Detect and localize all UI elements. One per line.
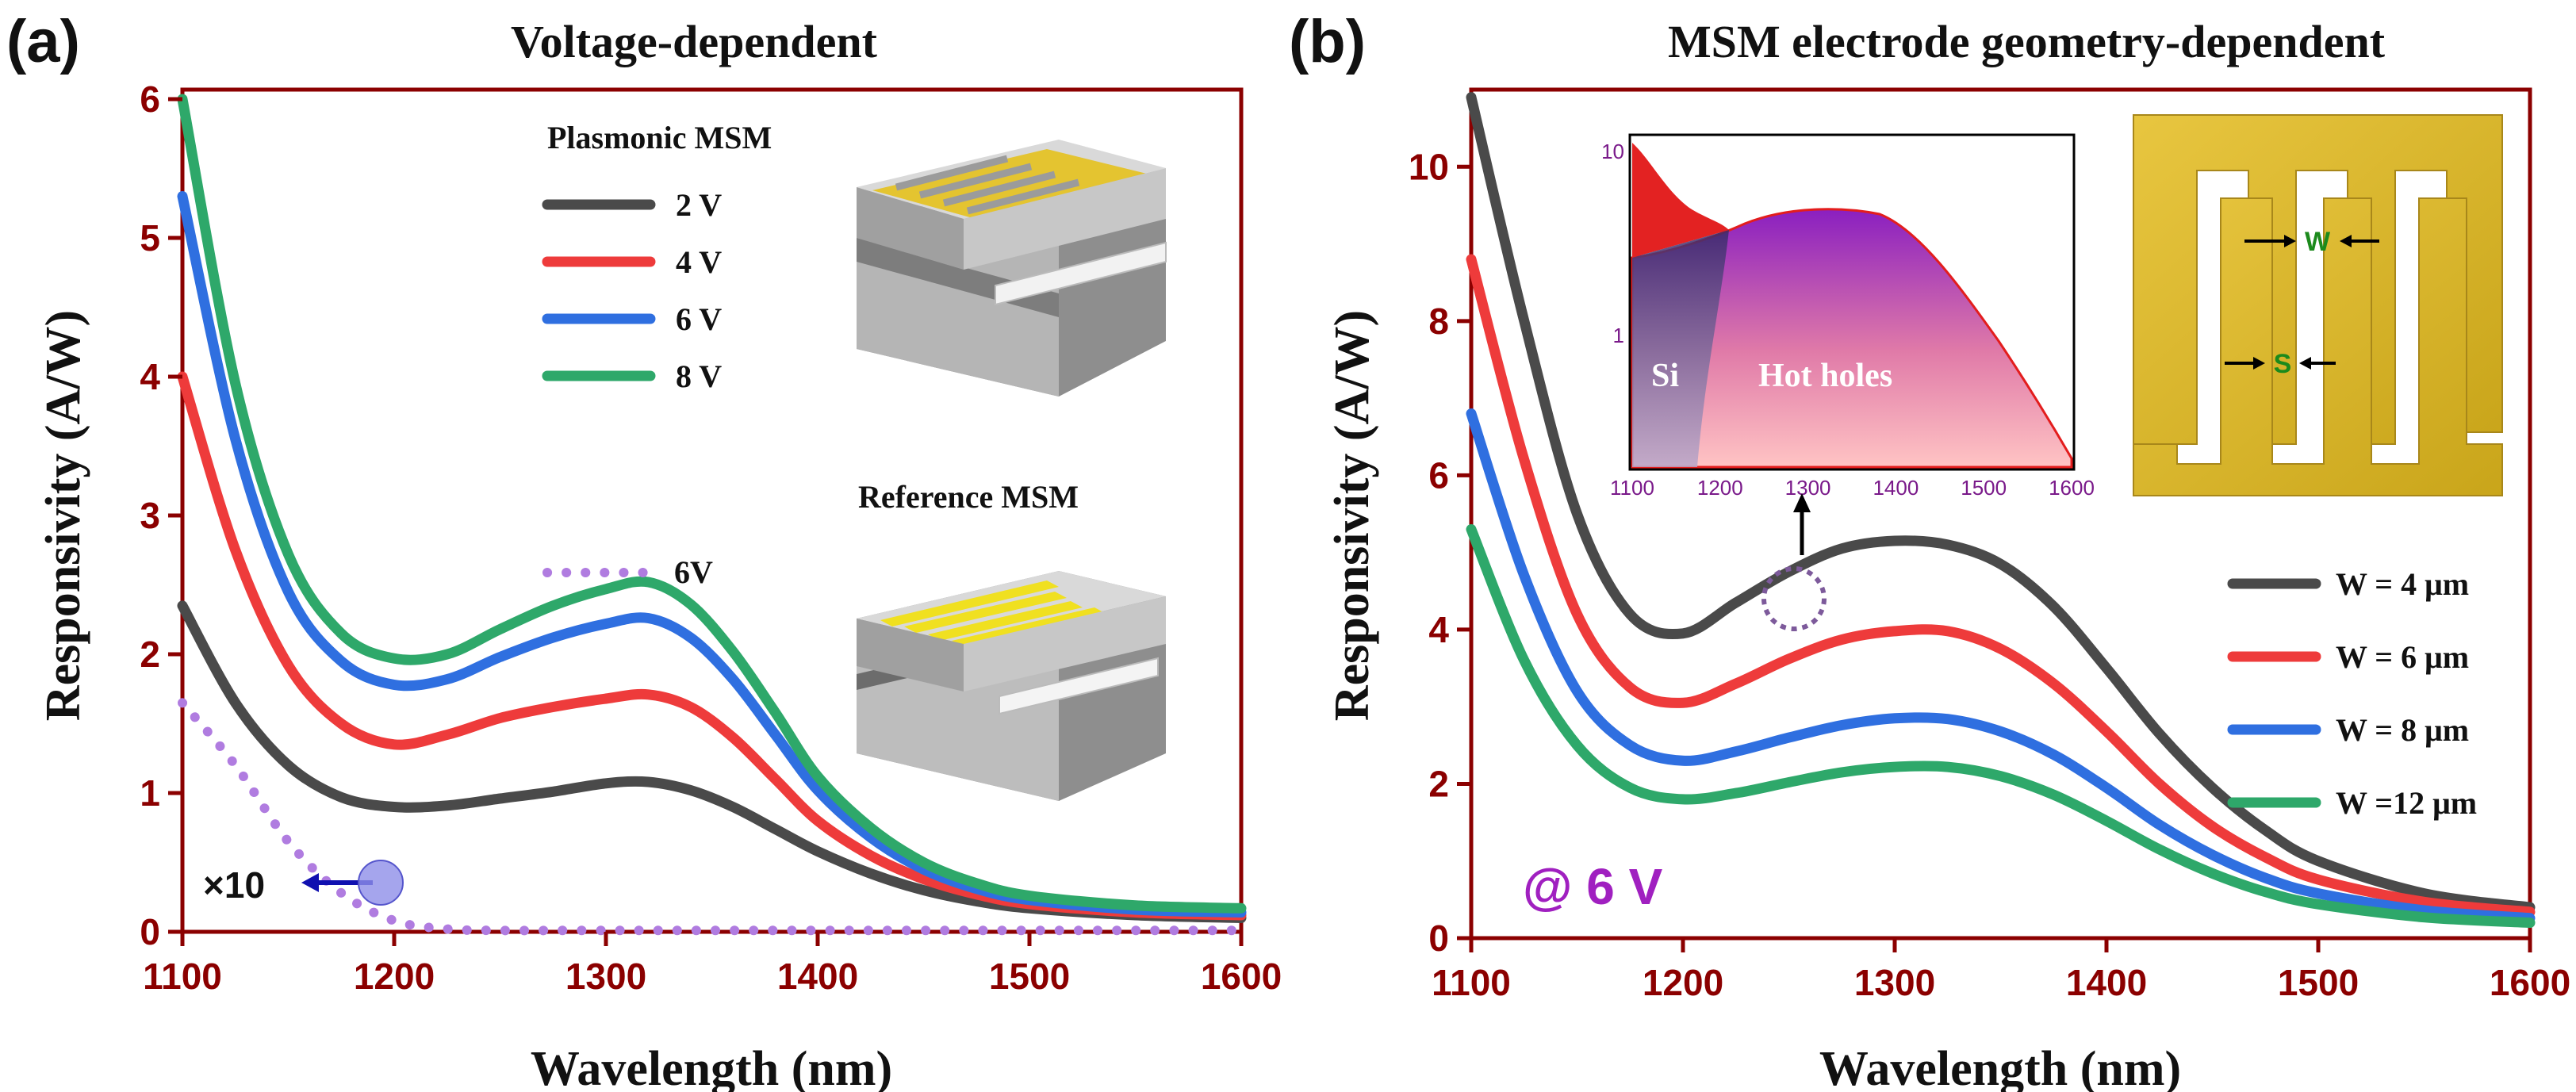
legend-label-0: 2 V — [676, 187, 722, 223]
panel-b-ticks: 1100 1200 1300 1400 1500 1600 0 2 4 6 8 10 — [1409, 146, 2570, 1003]
electrode-label-w: W — [2305, 227, 2331, 257]
panel-b-xtick-label: 1100 — [1432, 962, 1511, 1003]
inset-xtick-label: 1400 — [1873, 476, 1919, 500]
panel-a-xtick-label: 1400 — [777, 956, 858, 997]
panel-a-xlabel: Wavelength (nm) — [531, 1042, 892, 1092]
panel-b-xlabel: Wavelength (nm) — [1819, 1042, 2181, 1092]
multiplier-label: ×10 — [203, 864, 265, 906]
electrode-label-s: S — [2274, 349, 2292, 379]
panel-a-ytick-label: 0 — [140, 911, 160, 952]
panel-b-series-3 — [1466, 524, 2536, 928]
legend-b-label-0: W = 4 μm — [2336, 566, 2469, 602]
inset-ytick-10: 10 — [1601, 140, 1624, 163]
panel-a-series-0 — [177, 600, 1247, 923]
panel-b-xtick-label: 1600 — [2490, 962, 2570, 1003]
panel-b-title: MSM electrode geometry-dependent — [1668, 16, 2386, 67]
inset-label-si: Si — [1651, 358, 1679, 394]
panel-a-xtick-label: 1200 — [354, 956, 435, 997]
panel-a-series-1 — [177, 371, 1247, 921]
panel-a-ytick-label: 6 — [140, 79, 160, 120]
panel-b-series-1 — [1466, 254, 2536, 918]
panel-b-series-0 — [1466, 92, 2536, 913]
voltage-annotation: @ 6 V — [1523, 858, 1663, 915]
panel-a-xtick-label: 1100 — [143, 956, 222, 997]
panel-b-xtick-label: 1200 — [1643, 962, 1723, 1003]
panel-b-xtick-label: 1400 — [2066, 962, 2147, 1003]
legend-label-1: 4 V — [676, 244, 722, 280]
inset-source-marker — [1761, 566, 1827, 631]
multiplier-arrow-head — [301, 873, 319, 892]
panel-b-ytick-label: 0 — [1428, 918, 1449, 959]
panel-a-title: Voltage-dependent — [511, 16, 878, 67]
panel-a-ticks: 1100 1200 1300 1400 1500 1600 0 1 2 3 4 5 6 — [140, 79, 1282, 997]
panel-a-xtick-label: 1600 — [1201, 956, 1282, 997]
inset-ytick-1: 1 — [1613, 324, 1624, 347]
panel-a-series-2 — [177, 191, 1247, 918]
panel-a-ylabel: Responsivity (A/W) — [36, 310, 90, 721]
plasmonic-device-illustration — [857, 140, 1167, 397]
legend-b-label-2: W = 8 μm — [2336, 712, 2469, 748]
panel-b-frame — [1469, 87, 2532, 941]
panel-a-ytick-label: 1 — [140, 772, 160, 814]
inset-xtick-label: 1100 — [1610, 476, 1654, 500]
reference-device-illustration — [857, 571, 1166, 801]
panel-a-ytick-label: 2 — [140, 634, 160, 675]
legend-title-plasmonic: Plasmonic MSM — [547, 120, 772, 155]
panel-b-ytick-label: 8 — [1428, 301, 1449, 342]
panel-b: (b) MSM electrode geometry-dependent 110… — [1289, 8, 2570, 1092]
legend-title-reference: Reference MSM — [858, 479, 1079, 515]
panel-b-legend: W = 4 μm W = 6 μm W = 8 μm W =12 μm — [2227, 566, 2477, 821]
inset-xtick-label: 1300 — [1785, 476, 1831, 500]
inset-xticks: 1100 1200 1300 1400 1500 1600 — [1610, 476, 2095, 500]
inset-pointer-arrow-head — [1793, 493, 1811, 512]
inset-xtick-label: 1200 — [1697, 476, 1743, 500]
panel-b-curves — [1466, 92, 2536, 928]
legend-label-3: 8 V — [676, 358, 722, 394]
panel-b-series-2 — [1466, 408, 2536, 924]
panel-a-legend: 2 V 4 V 6 V 8 V — [542, 187, 722, 394]
electrode-illustration: W S — [2133, 114, 2503, 496]
inset-peak-area — [1632, 143, 1729, 258]
panel-b-ytick-label: 4 — [1428, 609, 1449, 650]
panel-a-label: (a) — [6, 8, 80, 75]
panel-a-curves — [177, 94, 1247, 936]
legend-b-label-1: W = 6 μm — [2336, 639, 2469, 675]
panel-a-ytick-label: 4 — [140, 356, 160, 397]
inset-xtick-label: 1600 — [2049, 476, 2095, 500]
legend-label-reference: 6V — [674, 554, 713, 590]
legend-label-2: 6 V — [676, 301, 722, 337]
panel-a-xtick-label: 1300 — [565, 956, 646, 997]
panel-a: (a) Voltage-dependent — [6, 8, 1282, 1092]
multiplier-marker — [358, 860, 404, 906]
panel-b-xtick-label: 1500 — [2278, 962, 2359, 1003]
panel-a-series-3 — [177, 94, 1247, 914]
inset-si-area — [1632, 230, 1729, 467]
panel-b-ytick-label: 6 — [1428, 454, 1449, 496]
panel-b-ytick-label: 2 — [1428, 763, 1449, 804]
panel-b-label: (b) — [1289, 8, 1366, 75]
legend-b-label-3: W =12 μm — [2336, 785, 2477, 821]
panel-a-ytick-label: 5 — [140, 217, 160, 259]
panel-a-xtick-label: 1500 — [989, 956, 1070, 997]
inset-plot: Si Hot holes 10 1 1100 1200 1300 1400 1500 16… — [1601, 133, 2095, 631]
panel-b-xtick-label: 1300 — [1854, 962, 1935, 1003]
panel-a-ytick-label: 3 — [140, 495, 160, 536]
inset-xtick-label: 1500 — [1961, 476, 2007, 500]
panel-b-ytick-label: 10 — [1409, 146, 1449, 187]
panel-b-ylabel: Responsivity (A/W) — [1325, 310, 1379, 721]
inset-label-hot-holes: Hot holes — [1758, 358, 1892, 394]
